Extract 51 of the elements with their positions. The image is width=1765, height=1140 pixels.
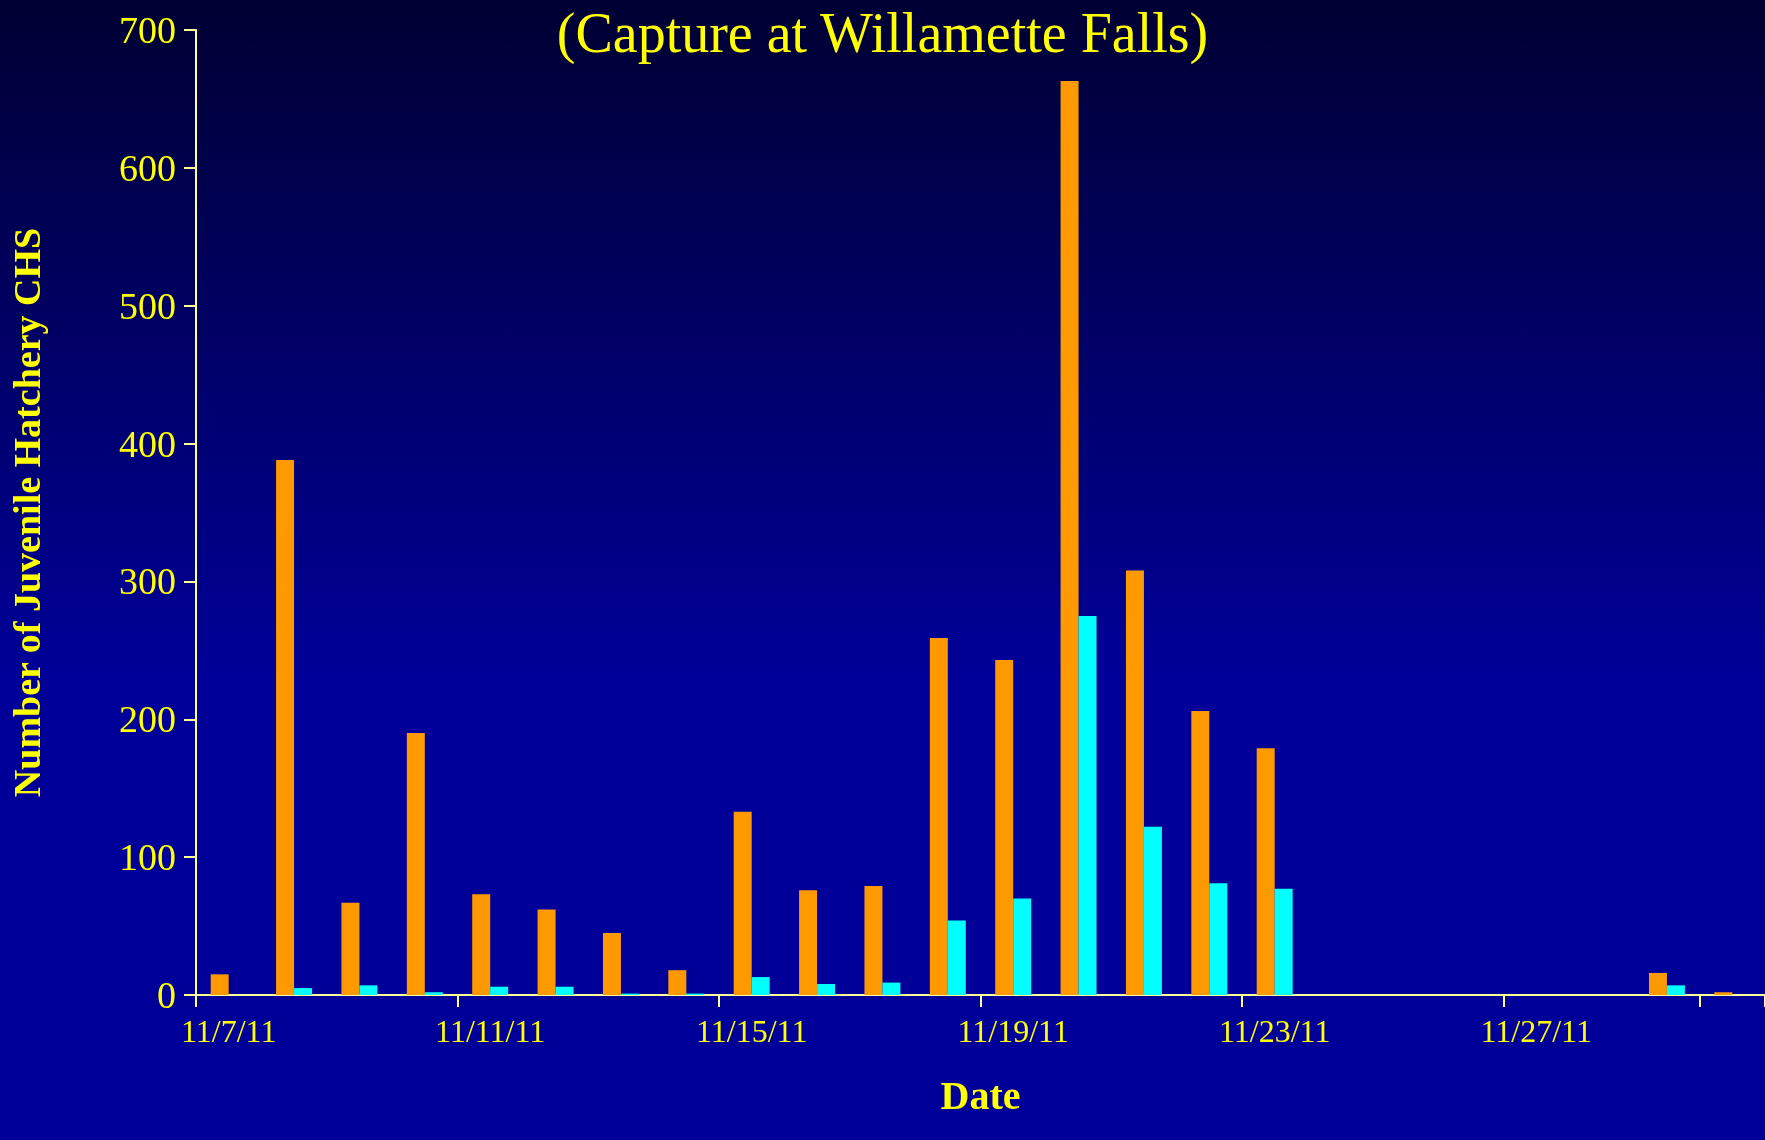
x-tick-label: 11/19/11 xyxy=(957,1013,1069,1049)
bar xyxy=(668,970,687,995)
bar xyxy=(1060,81,1079,995)
y-axis-title: Number of Juvenile Hatchery CHS xyxy=(6,227,48,798)
bar xyxy=(1256,748,1275,995)
bar xyxy=(602,932,621,995)
bar xyxy=(341,902,360,995)
bar xyxy=(424,992,443,995)
bar xyxy=(1274,888,1293,995)
x-tick-label: 11/7/11 xyxy=(180,1013,277,1049)
chart-title: (Capture at Willamette Falls) xyxy=(556,2,1209,65)
bar xyxy=(1013,898,1032,995)
bar xyxy=(947,920,966,995)
bar xyxy=(1648,972,1667,995)
bar xyxy=(1714,992,1733,995)
y-tick-label: 200 xyxy=(119,698,176,741)
bar xyxy=(995,660,1014,995)
bar xyxy=(1143,826,1162,995)
x-tick-label: 11/15/11 xyxy=(695,1013,808,1049)
y-tick-label: 600 xyxy=(119,146,176,189)
bar xyxy=(406,733,425,995)
x-tick-label: 11/27/11 xyxy=(1480,1013,1592,1049)
y-tick-label: 500 xyxy=(119,284,176,327)
x-tick-label: 11/23/11 xyxy=(1218,1013,1331,1049)
bar xyxy=(864,886,883,995)
x-tick-label: 11/11/11 xyxy=(435,1013,546,1049)
bar xyxy=(1666,985,1685,995)
bar xyxy=(294,988,313,995)
bar xyxy=(555,986,574,995)
bar xyxy=(472,894,491,995)
y-tick-label: 300 xyxy=(119,560,176,603)
bar xyxy=(751,977,770,995)
x-axis-title: Date xyxy=(940,1072,1021,1118)
bar xyxy=(929,637,948,995)
bar xyxy=(1191,711,1210,995)
y-tick-label: 100 xyxy=(119,836,176,879)
y-tick-label: 0 xyxy=(157,974,176,1016)
bar xyxy=(733,811,752,995)
bar xyxy=(1209,883,1228,995)
bar xyxy=(537,909,556,995)
bar xyxy=(210,974,229,995)
bar xyxy=(276,460,295,995)
bar xyxy=(1078,615,1097,995)
bar xyxy=(799,890,818,995)
y-tick-label: 400 xyxy=(119,422,176,465)
bar xyxy=(817,983,836,995)
bar xyxy=(490,986,509,995)
bar xyxy=(1125,570,1144,995)
bar xyxy=(882,982,901,995)
y-tick-label: 700 xyxy=(119,9,176,51)
bar xyxy=(359,985,378,995)
